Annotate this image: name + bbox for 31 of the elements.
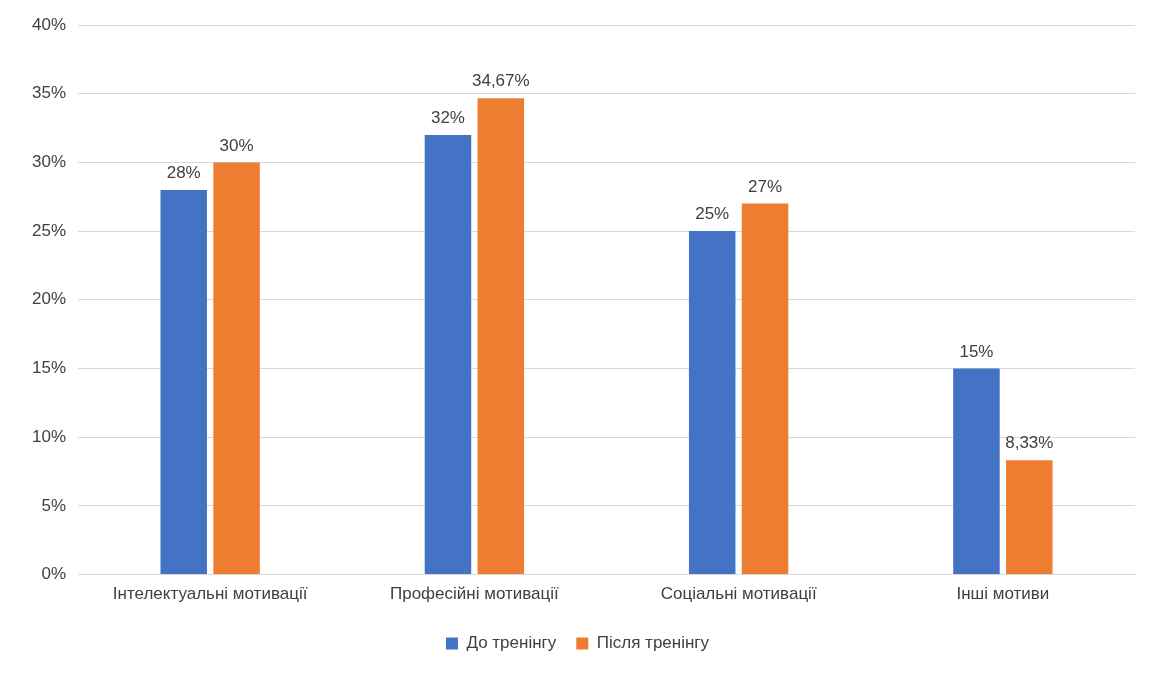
data-label: 30% (219, 135, 254, 155)
bar (1006, 460, 1053, 575)
x-tick-label: Соціальні мотивації (660, 584, 817, 604)
y-tick-label: 5% (41, 495, 67, 515)
y-tick-label: 15% (31, 358, 67, 378)
data-label: 25% (695, 204, 730, 224)
bar (424, 134, 472, 575)
x-tick-label: Професійні мотивації (389, 584, 560, 604)
bar (688, 231, 736, 575)
y-tick-label: 10% (31, 426, 67, 446)
data-label: 27% (748, 176, 783, 196)
bar (953, 368, 1000, 575)
y-tick-label: 35% (31, 83, 67, 103)
data-label: 32% (430, 108, 465, 128)
y-tick-label: 30% (31, 152, 67, 172)
bar (741, 203, 789, 575)
y-tick-label: 25% (31, 220, 67, 240)
data-label: 15% (959, 341, 994, 361)
y-tick-label: 0% (41, 564, 67, 584)
x-tick-label: Інтелектуальні мотивації (112, 584, 308, 604)
bar (160, 189, 207, 575)
legend-label: До тренінгу (466, 633, 557, 653)
legend-label: Після тренінгу (596, 633, 710, 653)
x-tick-label: Інші мотиви (956, 584, 1050, 604)
data-label: 28% (166, 163, 201, 183)
data-label: 34,67% (471, 71, 530, 91)
y-tick-label: 20% (31, 289, 67, 309)
data-label: 8,33% (1005, 433, 1054, 453)
bar (213, 162, 260, 575)
y-tick-label: 40% (31, 14, 67, 34)
bar (477, 98, 525, 575)
